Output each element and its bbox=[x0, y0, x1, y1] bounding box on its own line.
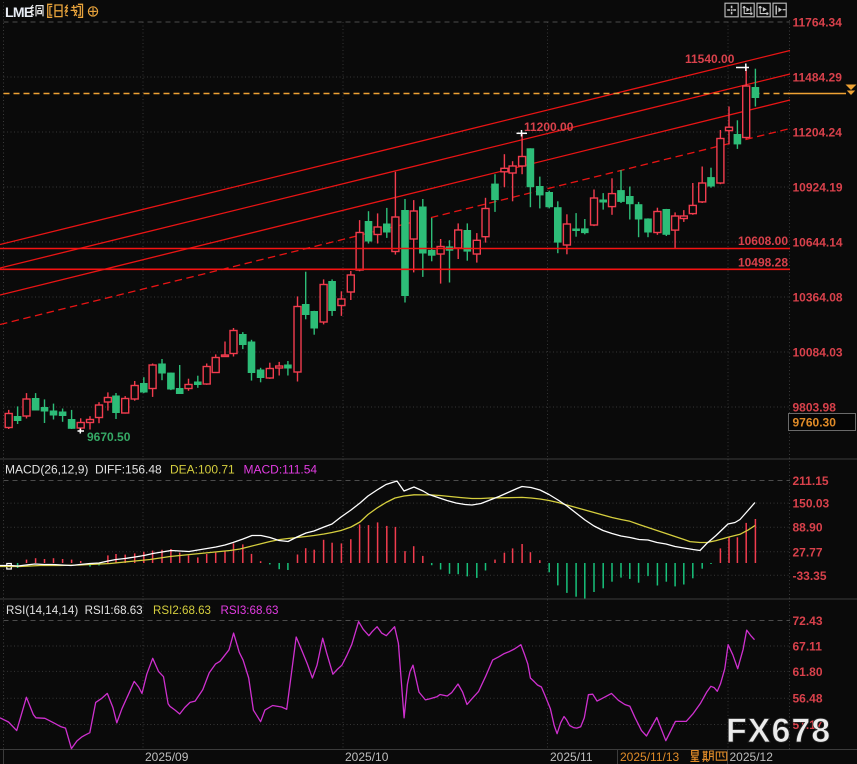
svg-text:9760.30: 9760.30 bbox=[793, 416, 837, 430]
svg-text:2025/12: 2025/12 bbox=[730, 750, 774, 764]
svg-text:11484.29: 11484.29 bbox=[793, 71, 843, 85]
svg-text:DEA:100.71: DEA:100.71 bbox=[170, 463, 235, 477]
svg-text:2025/11: 2025/11 bbox=[550, 750, 593, 764]
svg-text:211.15: 211.15 bbox=[793, 474, 829, 488]
svg-text:2025/09: 2025/09 bbox=[145, 750, 189, 764]
svg-text:10364.08: 10364.08 bbox=[793, 291, 843, 305]
svg-text:9670.50: 9670.50 bbox=[87, 430, 131, 444]
svg-text:88.90: 88.90 bbox=[793, 521, 823, 535]
svg-text:11200.00: 11200.00 bbox=[524, 120, 574, 134]
svg-text:51.17: 51.17 bbox=[793, 718, 823, 732]
svg-text:10644.14: 10644.14 bbox=[793, 236, 843, 250]
svg-text:72.43: 72.43 bbox=[793, 614, 823, 628]
svg-text:150.03: 150.03 bbox=[793, 497, 830, 511]
svg-text:LME: LME bbox=[5, 4, 33, 20]
svg-text:67.11: 67.11 bbox=[793, 640, 823, 654]
svg-text:-33.35: -33.35 bbox=[793, 569, 827, 583]
svg-text:56.48: 56.48 bbox=[793, 692, 823, 706]
svg-text:MACD(26,12,9) DIFF:156.48: MACD(26,12,9) DIFF:156.48 bbox=[5, 463, 162, 477]
svg-text:9803.98: 9803.98 bbox=[793, 401, 837, 415]
svg-text:10084.03: 10084.03 bbox=[793, 346, 843, 360]
svg-text:10498.28: 10498.28 bbox=[738, 256, 788, 270]
svg-text:RSI(14,14,14) RSI1:68.63: RSI(14,14,14) RSI1:68.63 bbox=[6, 604, 143, 617]
svg-text:10608.00: 10608.00 bbox=[738, 234, 788, 248]
svg-text:FX678: FX678 bbox=[726, 712, 831, 750]
svg-text:2025/10: 2025/10 bbox=[345, 750, 389, 764]
svg-text:27.77: 27.77 bbox=[793, 545, 823, 559]
svg-text:61.80: 61.80 bbox=[793, 665, 823, 679]
svg-text:RSI3:68.63: RSI3:68.63 bbox=[221, 604, 279, 617]
svg-text:11540.00: 11540.00 bbox=[685, 52, 735, 66]
svg-text:2025/11/13: 2025/11/13 bbox=[620, 750, 679, 764]
svg-text:RSI2:68.63: RSI2:68.63 bbox=[153, 604, 211, 617]
svg-text:10924.19: 10924.19 bbox=[793, 181, 843, 195]
svg-text:11204.24: 11204.24 bbox=[793, 126, 843, 140]
svg-text:MACD:111.54: MACD:111.54 bbox=[244, 463, 318, 477]
svg-text:11764.34: 11764.34 bbox=[793, 16, 843, 30]
